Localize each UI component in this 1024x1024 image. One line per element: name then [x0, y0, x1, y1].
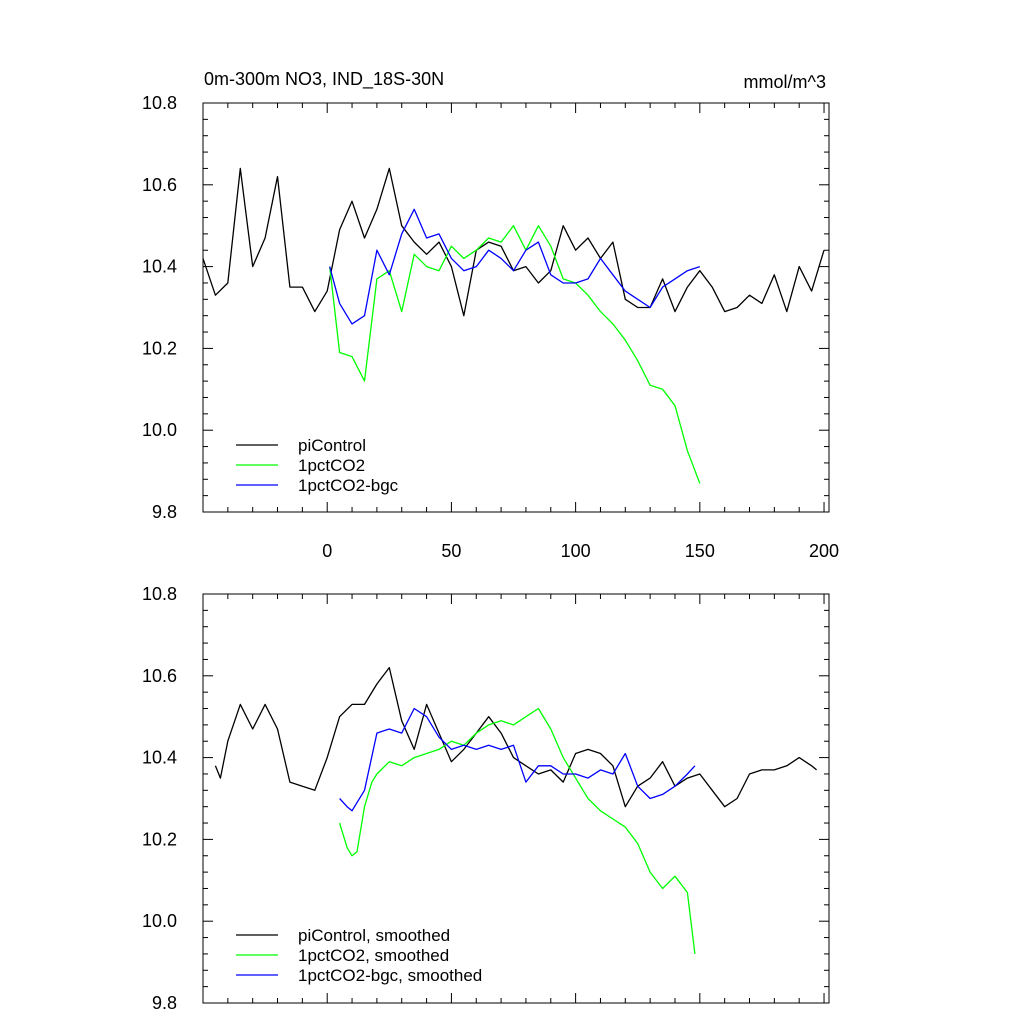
bottom-y-tick-labels: 9.8 10.0 10.2 10.4 10.6 10.8 [142, 584, 177, 1013]
y-tick-label: 10.6 [142, 666, 177, 686]
x-tick-label: 200 [809, 541, 839, 561]
series-line [329, 225, 701, 484]
bottom-panel: 9.8 10.0 10.2 10.4 10.6 10.8 piControl, smoot… [142, 584, 830, 1013]
y-tick-label: 10.2 [142, 829, 177, 849]
top-y-tick-labels: 9.8 10.0 10.2 10.4 10.6 10.8 [142, 93, 177, 522]
x-tick-label: 0 [322, 541, 332, 561]
legend-label: 1pctCO2-bgc, smoothed [298, 966, 482, 985]
x-tick-label: 50 [441, 541, 461, 561]
y-tick-label: 10.0 [142, 420, 177, 440]
legend-label: piControl, smoothed [298, 926, 450, 945]
series-line [339, 707, 696, 812]
bottom-minor-ticks [203, 593, 829, 1004]
top-minor-ticks [203, 102, 829, 513]
y-tick-label: 10.6 [142, 175, 177, 195]
y-tick-label: 10.8 [142, 93, 177, 113]
y-tick-label: 10.2 [142, 338, 177, 358]
y-tick-label: 9.8 [152, 502, 177, 522]
top-plot-frame [202, 102, 830, 513]
y-tick-label: 10.0 [142, 911, 177, 931]
y-tick-label: 10.4 [142, 748, 177, 768]
units-label: mmol/m^3 [744, 72, 826, 92]
x-tick-label: 150 [685, 541, 715, 561]
y-tick-label: 9.8 [152, 993, 177, 1013]
bottom-series [214, 666, 818, 954]
top-x-tick-labels: 0 50 100 150 200 [322, 541, 839, 561]
chart-title: 0m-300m NO3, IND_18S-30N [204, 69, 444, 90]
series-line [329, 208, 701, 325]
x-tick-label: 100 [561, 541, 591, 561]
legend-label: 1pctCO2, smoothed [298, 946, 449, 965]
series-line [214, 666, 818, 808]
top-panel: 0m-300m NO3, IND_18S-30N mmol/m^3 9.8 10.… [142, 69, 839, 561]
top-series [202, 167, 825, 484]
series-line [338, 707, 696, 954]
series-line [202, 167, 825, 317]
y-tick-label: 10.4 [142, 257, 177, 277]
legend-label: piControl [298, 436, 366, 455]
legend-label: 1pctCO2 [298, 456, 365, 475]
y-tick-label: 10.8 [142, 584, 177, 604]
legend-label: 1pctCO2-bgc [298, 476, 399, 495]
bottom-plot-frame [202, 593, 830, 1004]
